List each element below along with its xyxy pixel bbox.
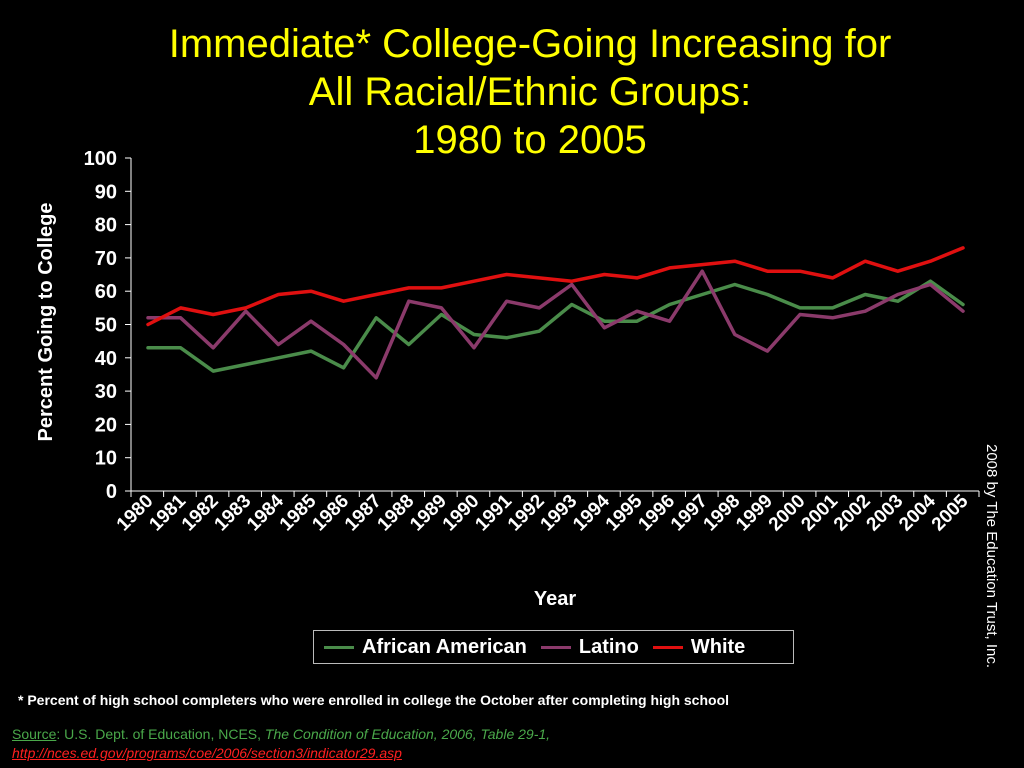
copyright-credit: 2008 by The Education Trust, Inc. — [983, 444, 1000, 669]
legend-item-african-american: African American — [324, 636, 527, 659]
legend-label-white: White — [690, 635, 746, 658]
source-link[interactable]: http://nces.ed.gov/programs/coe/2006/sec… — [12, 745, 402, 761]
x-tick-label: 1980 — [113, 491, 158, 536]
x-tick-label: 1999 — [732, 491, 777, 536]
series-line-african-american — [146, 279, 965, 373]
y-tick-label: 20 — [95, 414, 117, 436]
legend-swatch-white — [652, 645, 683, 649]
x-tick-label: 1985 — [276, 490, 321, 535]
source-text: : U.S. Dept. of Education, NCES, — [56, 726, 265, 742]
y-tick-label: 100 — [84, 148, 117, 170]
x-tick-label: 1993 — [537, 491, 582, 536]
x-tick-label: 1997 — [667, 491, 712, 536]
legend-label-latino: Latino — [578, 635, 639, 658]
legend-swatch-african-american — [324, 645, 354, 649]
x-tick-label: 2000 — [765, 491, 810, 536]
legend-item-white: White — [652, 635, 746, 659]
title-line-1: Immediate* College-Going Increasing for — [168, 22, 892, 66]
y-axis-title: Percent Going to College — [35, 203, 57, 442]
x-tick-label: 2001 — [797, 490, 842, 535]
x-tick-label: 1992 — [504, 491, 549, 536]
y-tick-label: 90 — [95, 181, 117, 203]
slide-title: Immediate* College-Going Increasing for … — [0, 20, 1024, 164]
x-tick-label: 1991 — [471, 490, 516, 535]
y-tick-label: 70 — [95, 248, 117, 270]
x-tick-label: 1998 — [700, 491, 745, 536]
x-tick-label: 1986 — [308, 491, 353, 536]
source-label: Source — [12, 726, 57, 742]
legend-item-latino: Latino — [540, 635, 639, 659]
chart-legend: African American Latino White — [313, 630, 794, 664]
x-tick-label: 1982 — [178, 491, 223, 536]
x-tick-label: 2003 — [863, 491, 908, 536]
y-tick-label: 50 — [95, 315, 117, 337]
x-tick-label: 1983 — [211, 491, 256, 536]
x-axis-title: Year — [534, 588, 576, 610]
series-line-white — [146, 246, 965, 327]
y-tick-label: 10 — [95, 448, 117, 470]
title-line-2: All Racial/Ethnic Groups: — [308, 70, 752, 114]
legend-label-african-american: African American — [362, 635, 527, 658]
footnote: * Percent of high school completers who … — [18, 692, 730, 708]
y-tick-label: 60 — [95, 281, 117, 303]
x-tick-label: 1984 — [243, 490, 288, 535]
x-tick-label: 1990 — [439, 491, 484, 536]
x-tick-label: 1989 — [406, 491, 451, 536]
source-publication: The Condition of Education, 2006, Table … — [264, 726, 551, 742]
x-tick-label: 2004 — [895, 490, 940, 535]
y-tick-label: 40 — [95, 348, 117, 370]
x-tick-label: 1995 — [602, 490, 647, 535]
x-tick-label: 1987 — [341, 491, 386, 536]
x-tick-label: 2005 — [928, 490, 973, 535]
x-tick-label: 2002 — [830, 491, 875, 536]
series-line-latino — [146, 269, 965, 380]
x-tick-label: 1981 — [145, 490, 190, 535]
source-citation: Source: U.S. Dept. of Education, NCES, T… — [12, 725, 550, 763]
y-tick-label: 0 — [106, 481, 117, 503]
title-line-3: 1980 to 2005 — [413, 118, 647, 162]
x-tick-label: 1994 — [569, 490, 614, 535]
x-tick-label: 1988 — [374, 491, 419, 536]
legend-swatch-latino — [540, 645, 571, 649]
y-tick-label: 80 — [95, 215, 117, 237]
x-tick-label: 1996 — [634, 491, 679, 536]
y-tick-label: 30 — [95, 381, 117, 403]
